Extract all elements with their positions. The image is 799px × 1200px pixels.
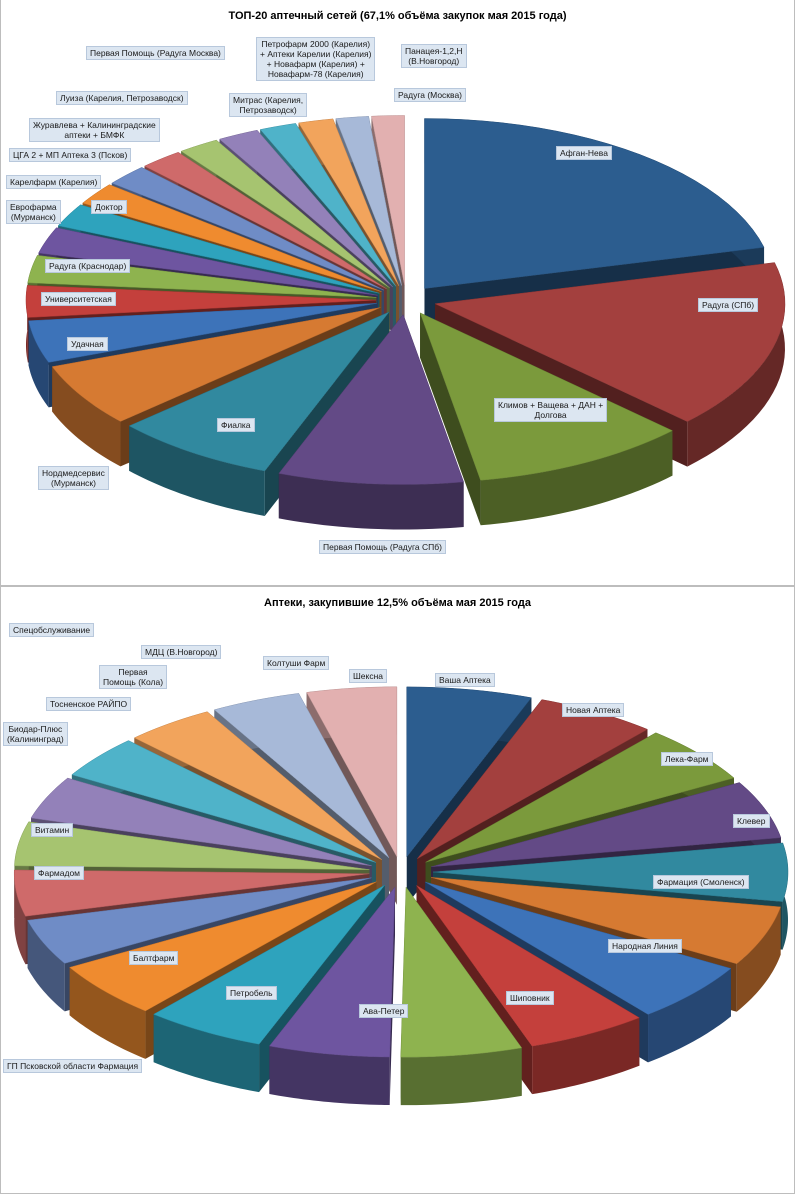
slice-label: Народная Линия	[608, 939, 682, 953]
slice-label: Первая Помощь (Радуга СПб)	[319, 540, 446, 554]
pie-chart-bottom	[13, 686, 789, 1106]
slice-label: Еврофарма (Мурманск)	[6, 200, 61, 224]
slice-label: ЦГА 2 + МП Аптека 3 (Псков)	[9, 148, 132, 162]
slice-label: Витамин	[31, 823, 74, 837]
chart-title: Аптеки, закупившие 12,5% объёма мая 2015…	[264, 597, 531, 609]
slice-label: Луиза (Карелия, Петрозаводск)	[56, 91, 188, 105]
slice-label: Первая Помощь (Кола)	[99, 665, 168, 689]
slice-label: Фиалка	[217, 418, 255, 432]
slice-label: Тосненское РАЙПО	[46, 697, 132, 711]
pie-slice	[419, 312, 674, 526]
slice-label: Доктор	[91, 200, 127, 214]
slice-label: Карелфарм (Карелия)	[6, 175, 102, 189]
slice-label: Климов + Ващева + ДАН + Долгова	[494, 398, 608, 422]
slice-label: Шексна	[349, 669, 388, 683]
slice-label: Шиповник	[506, 991, 554, 1005]
pie-slice	[278, 313, 464, 530]
slice-label: Петрофарм 2000 (Карелия) + Аптеки Карели…	[256, 37, 376, 81]
slice-label: Нордмедсервис (Мурманск)	[38, 466, 109, 490]
chart-panel-bottom: Аптеки, закупившие 12,5% объёма мая 2015…	[0, 586, 795, 1194]
pie-slice	[400, 886, 523, 1106]
slice-label: Удачная	[67, 337, 108, 351]
slice-label: Клевер	[733, 814, 770, 828]
slice-label: Радуга (СПб)	[698, 298, 759, 312]
slice-label: ГП Псковской области Фармация	[3, 1059, 143, 1073]
slice-label: Радуга (Москва)	[394, 88, 467, 102]
slice-label: Ваша Аптека	[435, 673, 495, 687]
slice-label: Ава-Петер	[359, 1004, 409, 1018]
slice-label: Журавлева + Калининградские аптеки + БМФ…	[29, 118, 160, 142]
slice-label: Колтуши Фарм	[263, 656, 330, 670]
slice-label: МДЦ (В.Новгород)	[141, 645, 222, 659]
slice-label: Спецобслуживание	[9, 623, 95, 637]
slice-label: Лека-Фарм	[661, 752, 713, 766]
slice-label: Балтфарм	[129, 951, 179, 965]
slice-label: Афган-Нева	[556, 146, 612, 160]
slice-label: Петробель	[226, 986, 277, 1000]
slice-label: Биодар-Плюс (Калининград)	[3, 722, 68, 746]
slice-label: Фармация (Смоленск)	[653, 875, 749, 889]
slice-label: Фармадом	[34, 866, 85, 880]
slice-label: Митрас (Карелия, Петрозаводск)	[229, 93, 308, 117]
slice-label: Новая Аптека	[562, 703, 625, 717]
slice-label: Университетская	[41, 292, 116, 306]
slice-label: Первая Помощь (Радуга Москва)	[86, 46, 225, 60]
chart-title: ТОП-20 аптечный сетей (67,1% объёма заку…	[228, 10, 567, 22]
slice-label: Панацея-1,2,Н (В.Новгород)	[401, 44, 467, 68]
chart-panel-top: ТОП-20 аптечный сетей (67,1% объёма заку…	[0, 0, 795, 586]
slice-label: Радуга (Краснодар)	[45, 259, 131, 273]
